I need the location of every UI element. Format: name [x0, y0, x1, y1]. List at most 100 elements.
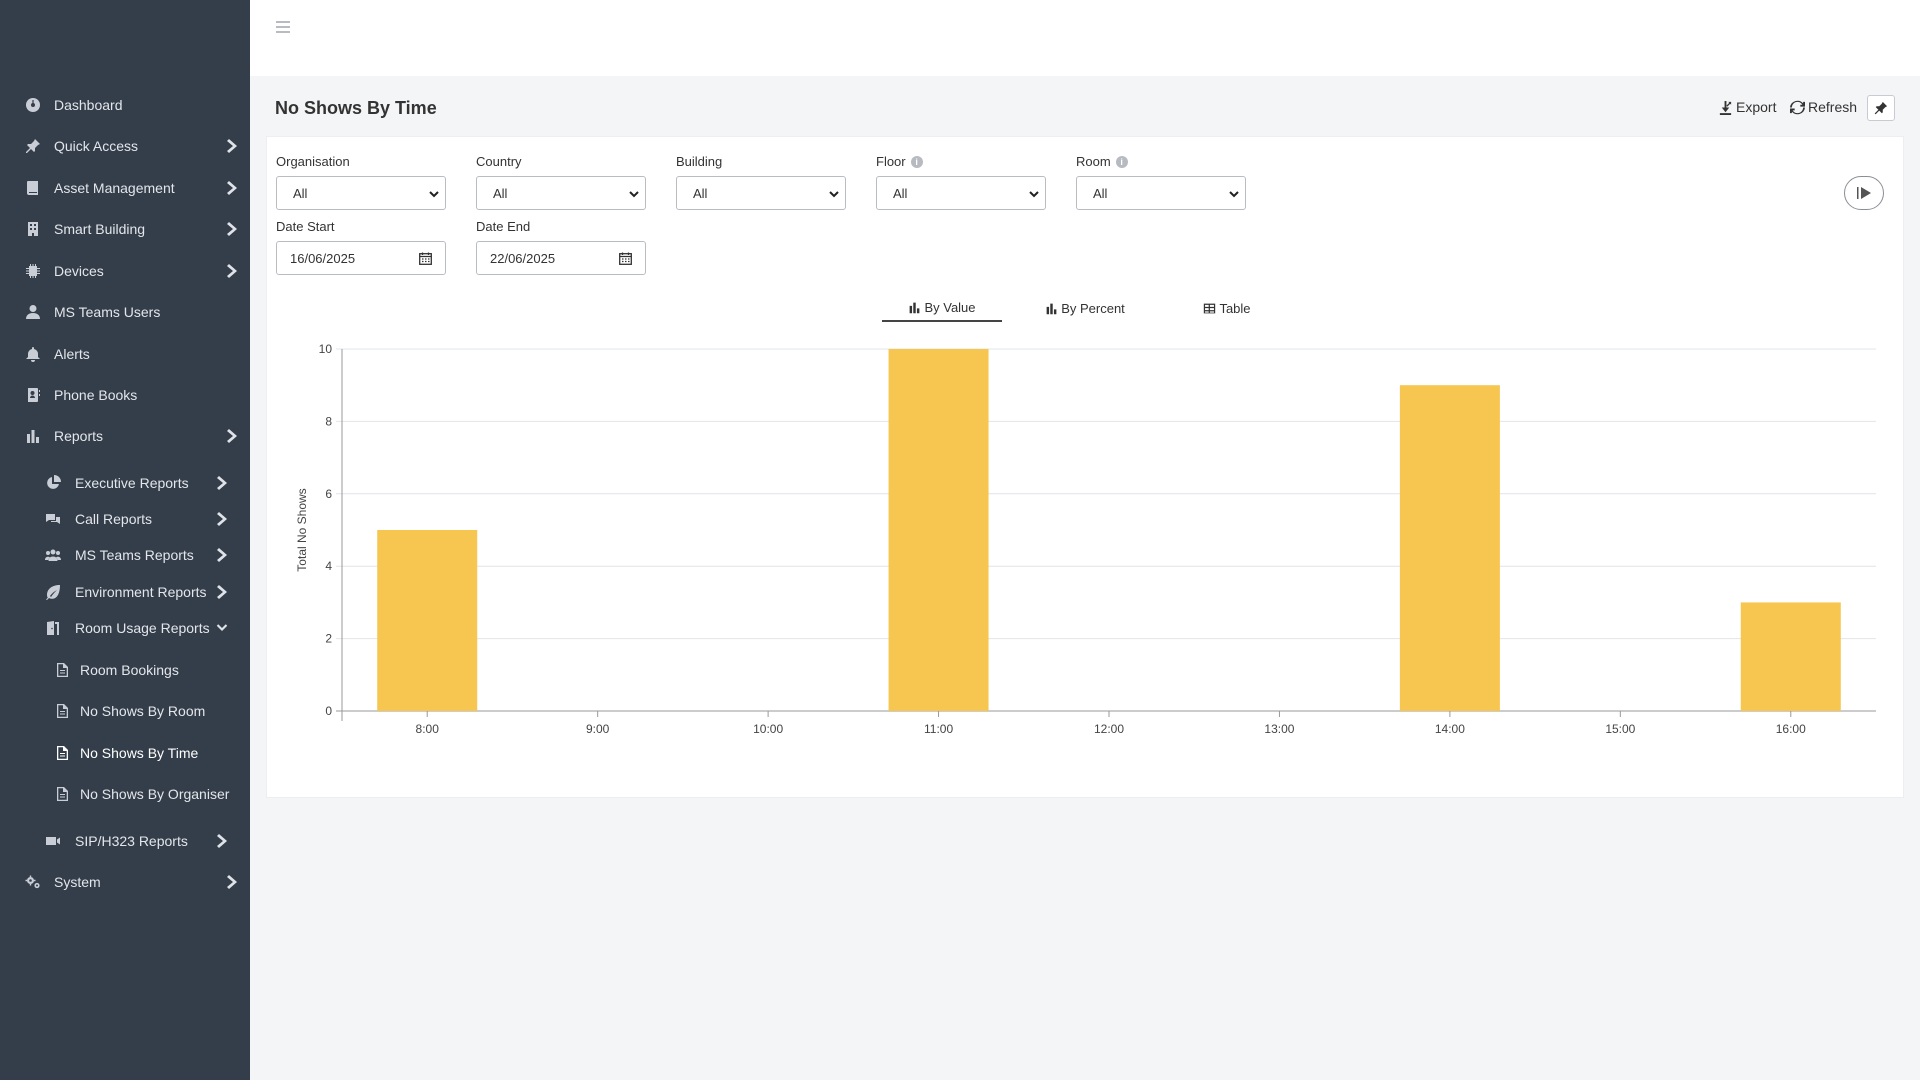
- chevron-right-icon: [216, 475, 228, 491]
- organisation-label-text: Organisation: [276, 154, 350, 169]
- building-value: All: [693, 185, 708, 201]
- users-icon: [44, 546, 62, 564]
- chevron-right-icon: [226, 428, 238, 444]
- tab-label: By Value: [924, 299, 976, 315]
- sidebar-item-label: Reports: [54, 428, 104, 444]
- run-report-button[interactable]: [1844, 176, 1884, 210]
- sidebar-item-no-shows-by-time[interactable]: No Shows By Time: [0, 735, 250, 771]
- info-icon[interactable]: i: [910, 155, 923, 168]
- sidebar-item-label: MS Teams Users: [54, 304, 161, 320]
- tab-table[interactable]: Table: [1168, 294, 1286, 322]
- sidebar-item-label: Phone Books: [54, 387, 138, 403]
- tab-by-percent[interactable]: By Percent: [1026, 294, 1144, 322]
- organisation-select[interactable]: All: [276, 176, 446, 210]
- country-select[interactable]: All: [476, 176, 646, 210]
- room-label-text: Room: [1076, 154, 1111, 169]
- sidebar-item-devices[interactable]: Devices: [0, 253, 250, 289]
- date-end-input[interactable]: 22/06/2025: [476, 241, 646, 275]
- sidebar-item-system[interactable]: System: [0, 864, 250, 900]
- sidebar-item-label: Call Reports: [75, 511, 153, 527]
- sidebar-item-label: Executive Reports: [75, 475, 189, 491]
- bar-1600[interactable]: [1740, 602, 1841, 711]
- sidebar-item-label: Room Usage Reports: [75, 620, 210, 636]
- date-end-value: 22/06/2025: [490, 250, 556, 266]
- sidebar-item-sip-h323-reports[interactable]: SIP/H323 Reports: [0, 823, 250, 859]
- room-label: Room i: [1076, 154, 1128, 169]
- chevron-right-icon: [216, 547, 228, 563]
- bell-icon: [24, 345, 42, 363]
- sidebar-item-label: Asset Management: [54, 180, 175, 196]
- x-tick-label: 15:00: [1605, 722, 1635, 736]
- sidebar-item-label: System: [54, 874, 101, 890]
- building-select[interactable]: All: [676, 176, 846, 210]
- y-tick-label: 2: [325, 632, 332, 646]
- menu-toggle-icon[interactable]: [276, 21, 290, 35]
- bar-1400[interactable]: [1399, 385, 1500, 711]
- floor-select[interactable]: All: [876, 176, 1046, 210]
- chart-bars: [377, 349, 1841, 711]
- chevron-right-icon: [226, 138, 238, 154]
- x-tick-label: 9:00: [586, 722, 610, 736]
- sidebar-item-label: Alerts: [54, 346, 90, 362]
- video-icon: [44, 832, 62, 850]
- sidebar-item-ms-teams-users[interactable]: MS Teams Users: [0, 294, 250, 330]
- y-tick-label: 0: [325, 704, 332, 718]
- building-label-text: Building: [676, 154, 723, 169]
- document-icon: [53, 702, 71, 720]
- sidebar-item-quick-access[interactable]: Quick Access: [0, 128, 250, 164]
- y-tick-label: 10: [319, 342, 333, 356]
- sidebar-item-asset-management[interactable]: Asset Management: [0, 170, 250, 206]
- date-start-value: 16/06/2025: [290, 250, 356, 266]
- bar-800[interactable]: [377, 530, 478, 711]
- sidebar-item-label: MS Teams Reports: [75, 547, 194, 563]
- pin-button[interactable]: [1867, 95, 1895, 121]
- sidebar-item-room-bookings[interactable]: Room Bookings: [0, 652, 250, 688]
- sidebar-item-reports[interactable]: Reports: [0, 418, 250, 454]
- sidebar-item-alerts[interactable]: Alerts: [0, 336, 250, 372]
- date-end-label: Date End: [476, 219, 530, 234]
- sidebar-item-label: No Shows By Organiser: [80, 786, 230, 802]
- sidebar-item-smart-building[interactable]: Smart Building: [0, 211, 250, 247]
- sidebar-item-label: SIP/H323 Reports: [75, 833, 188, 849]
- export-button[interactable]: Export: [1718, 99, 1776, 115]
- sidebar-item-no-shows-by-room[interactable]: No Shows By Room: [0, 693, 250, 729]
- chevron-down-icon: [1229, 191, 1239, 198]
- sidebar-item-environment-reports[interactable]: Environment Reports: [0, 574, 250, 610]
- y-tick-label: 4: [325, 559, 332, 573]
- pin-icon: [24, 137, 42, 155]
- sidebar-item-room-usage-reports[interactable]: Room Usage Reports: [0, 610, 250, 646]
- room-value: All: [1093, 185, 1108, 201]
- chevron-down-icon: [1029, 191, 1039, 198]
- room-select[interactable]: All: [1076, 176, 1246, 210]
- sidebar-item-executive-reports[interactable]: Executive Reports: [0, 465, 250, 501]
- door-icon: [44, 619, 62, 637]
- calendar-icon[interactable]: [419, 252, 432, 265]
- tab-by-value[interactable]: By Value: [882, 294, 1002, 322]
- sidebar-item-label: Devices: [54, 263, 104, 279]
- sidebar-item-call-reports[interactable]: Call Reports: [0, 501, 250, 537]
- x-tick-label: 13:00: [1264, 722, 1294, 736]
- sidebar-item-label: No Shows By Time: [80, 745, 199, 761]
- y-tick-label: 8: [325, 414, 332, 428]
- document-icon: [53, 785, 71, 803]
- info-icon[interactable]: i: [1115, 155, 1128, 168]
- refresh-button[interactable]: Refresh: [1790, 99, 1857, 115]
- date-start-input[interactable]: 16/06/2025: [276, 241, 446, 275]
- floor-label-text: Floor: [876, 154, 906, 169]
- bar-1100[interactable]: [888, 349, 989, 711]
- chevron-down-icon: [216, 620, 228, 636]
- chevron-right-icon: [226, 221, 238, 237]
- top-bar: [250, 0, 1920, 76]
- sidebar-item-ms-teams-reports[interactable]: MS Teams Reports: [0, 537, 250, 573]
- leaf-icon: [44, 583, 62, 601]
- user-icon: [24, 303, 42, 321]
- sidebar-item-dashboard[interactable]: Dashboard: [0, 87, 250, 123]
- address-book-icon: [24, 386, 42, 404]
- sidebar-item-phone-books[interactable]: Phone Books: [0, 377, 250, 413]
- sidebar-item-no-shows-by-organiser[interactable]: No Shows By Organiser: [0, 776, 250, 812]
- country-label: Country: [476, 154, 522, 169]
- x-tick-label: 12:00: [1094, 722, 1124, 736]
- chevron-down-icon: [429, 191, 439, 198]
- calendar-icon[interactable]: [619, 252, 632, 265]
- chevron-right-icon: [226, 874, 238, 890]
